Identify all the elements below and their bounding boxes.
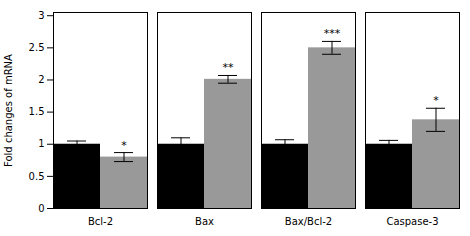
svg-text:3: 3 <box>38 10 44 21</box>
svg-text:Bcl-2: Bcl-2 <box>88 216 113 227</box>
svg-text:1: 1 <box>38 138 44 149</box>
svg-text:2: 2 <box>38 74 44 85</box>
svg-text:Fold changes of mRNA: Fold changes of mRNA <box>3 54 14 167</box>
svg-text:Bax/Bcl-2: Bax/Bcl-2 <box>285 216 332 227</box>
svg-text:Caspase-3: Caspase-3 <box>386 216 438 227</box>
svg-text:*: * <box>433 94 439 107</box>
svg-text:*: * <box>121 139 127 152</box>
svg-text:***: *** <box>324 27 341 40</box>
svg-text:0.5: 0.5 <box>29 171 45 182</box>
svg-text:1.5: 1.5 <box>29 106 45 117</box>
svg-text:0: 0 <box>38 203 44 214</box>
svg-text:**: ** <box>223 61 235 74</box>
svg-text:Bax: Bax <box>195 216 214 227</box>
svg-text:2.5: 2.5 <box>29 42 45 53</box>
